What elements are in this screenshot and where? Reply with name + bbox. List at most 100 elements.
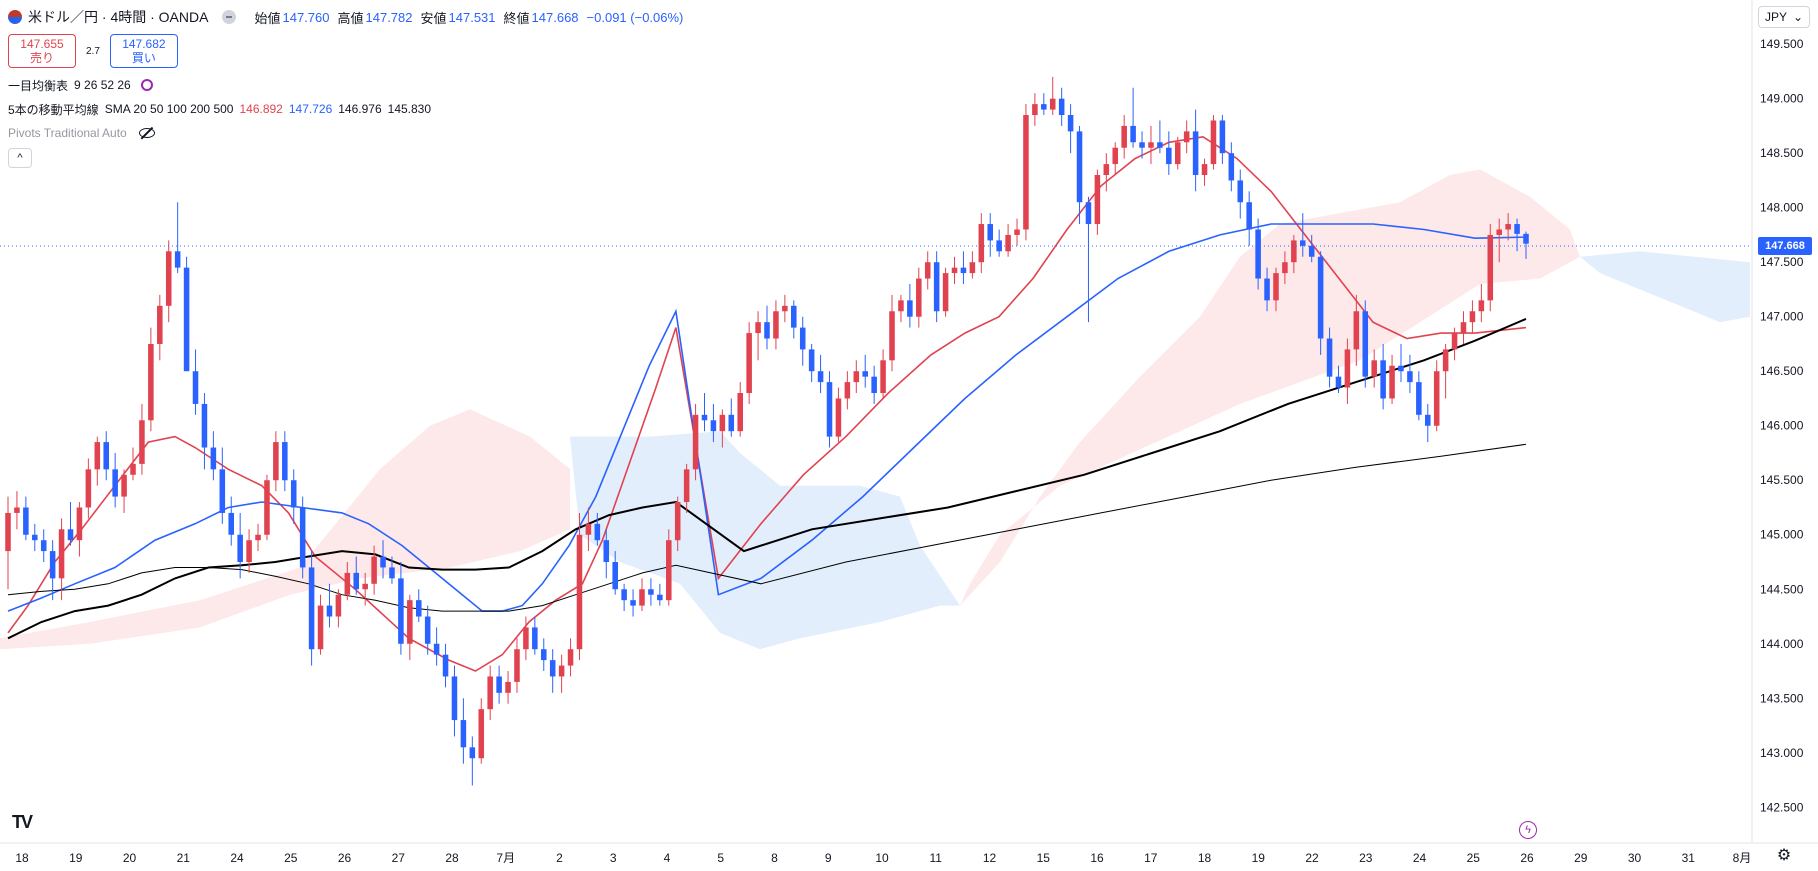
spread-value: 2.7 <box>86 45 100 57</box>
candle-body-72 <box>648 589 654 595</box>
tradingview-logo[interactable]: TV <box>12 812 33 832</box>
candle-body-57 <box>514 649 520 682</box>
time-tick-32: 8月 <box>1733 851 1752 865</box>
ichimoku-name: 一目均衡表 <box>8 78 69 93</box>
price-tick-0: 149.500 <box>1760 37 1804 51</box>
symbol-title[interactable]: 米ドル／円 · 4時間 · OANDA <box>28 9 209 25</box>
candle-body-98 <box>880 360 886 394</box>
candle-body-16 <box>148 343 154 421</box>
time-tick-12: 4 <box>664 851 671 865</box>
time-tick-1: 19 <box>69 851 83 865</box>
price-tick-3: 148.000 <box>1760 201 1804 215</box>
candle-body-111 <box>996 240 1002 252</box>
time-tick-4: 24 <box>230 851 244 865</box>
candle-body-91 <box>817 371 824 383</box>
currency-select[interactable]: JPY ⌄ <box>1758 6 1810 28</box>
candle-body-159 <box>1425 414 1431 426</box>
sma-legend[interactable]: 5本の移動平均線 SMA 20 50 100 200 500 146.892 1… <box>8 100 437 118</box>
candle-body-51 <box>460 720 467 748</box>
time-tick-27: 25 <box>1467 851 1481 865</box>
candle-body-99 <box>889 311 895 361</box>
time-axis[interactable]: 18 19 20 21 24 25 26 27 28 7月 2 3 4 5 8 9 10 11 12 15 16 17 18… <box>15 851 1751 865</box>
candle-body-140 <box>1255 229 1261 279</box>
sma20-line <box>7 135 1527 672</box>
candle-body-167 <box>1496 229 1502 235</box>
candle-body-5 <box>49 551 56 579</box>
price-axis[interactable]: 149.500 149.000 148.500 148.000 147.500 147.0… <box>1760 37 1804 814</box>
sell-button[interactable]: 147.655 売り <box>8 34 76 68</box>
price-tick-9: 145.000 <box>1760 528 1804 542</box>
candle-body-39 <box>353 572 360 590</box>
pivots-legend[interactable]: Pivots Traditional Auto <box>8 124 161 142</box>
candle-body-127 <box>1139 142 1145 148</box>
candle-body-44 <box>398 578 404 644</box>
cloud-segment-2 <box>960 169 1580 606</box>
market-status-icon[interactable] <box>222 10 237 24</box>
buy-price: 147.682 <box>122 37 166 51</box>
candle-body-47 <box>424 616 431 644</box>
chevron-down-icon: ⌄ <box>1792 10 1803 24</box>
lightning-icon[interactable]: ϟ <box>1519 821 1537 839</box>
candle-body-104 <box>933 262 940 312</box>
price-tick-14: 142.500 <box>1760 800 1804 814</box>
time-tick-13: 5 <box>717 851 724 865</box>
candle-body-124 <box>1112 147 1119 165</box>
symbol-header: 米ドル／円 · 4時間 · OANDA 始値 147.760 高値 147.78… <box>8 6 683 28</box>
time-tick-0: 18 <box>15 851 29 865</box>
candle-body-112 <box>1005 234 1011 252</box>
candle-body-133 <box>1192 131 1199 175</box>
candle-body-36 <box>326 605 333 617</box>
candle-body-153 <box>1371 360 1377 377</box>
candle-body-29 <box>264 480 270 535</box>
candle-body-60 <box>540 649 547 661</box>
candle-body-151 <box>1353 311 1360 350</box>
price-tick-4: 147.500 <box>1760 255 1804 269</box>
cloud-segment-1 <box>570 431 960 650</box>
candle-body-96 <box>862 371 868 377</box>
ichimoku-legend[interactable]: 一目均衡表 9 26 52 26 <box>8 76 159 94</box>
candle-body-38 <box>344 572 351 595</box>
change-value: −0.091 (−0.06%) <box>586 9 684 25</box>
candle-body-122 <box>1094 174 1101 225</box>
candle-body-103 <box>924 262 931 279</box>
high-label: 高値 <box>337 10 364 26</box>
sma50-line <box>7 223 1527 612</box>
candle-body-144 <box>1291 240 1297 263</box>
price-tick-1: 149.000 <box>1760 92 1804 106</box>
candle-body-156 <box>1398 365 1404 372</box>
candle-body-82 <box>737 393 743 432</box>
price-tick-13: 143.000 <box>1760 746 1804 760</box>
buy-button[interactable]: 147.682 買い <box>109 34 178 68</box>
close-value: 147.668 <box>531 9 579 25</box>
candle-body-110 <box>987 224 994 241</box>
candle-body-58 <box>523 627 529 650</box>
candle-body-90 <box>808 349 815 372</box>
candle-body-45 <box>407 600 413 644</box>
candle-body-65 <box>585 523 592 535</box>
candle-body-6 <box>58 529 65 579</box>
candle-body-131 <box>1174 142 1181 165</box>
open-value: 147.760 <box>282 9 330 25</box>
candle-body-79 <box>710 420 717 432</box>
settings-icon[interactable]: ⚙ <box>1776 847 1792 864</box>
candle-body-138 <box>1237 180 1244 203</box>
sma-params: SMA 20 50 100 200 500 <box>104 102 234 116</box>
eye-off-icon[interactable] <box>138 128 155 138</box>
candle-body-67 <box>603 540 610 562</box>
time-tick-5: 25 <box>284 851 298 865</box>
candle-body-3 <box>32 534 38 541</box>
candle-body-135 <box>1210 120 1217 165</box>
candle-body-164 <box>1469 311 1476 323</box>
collapse-legend-button[interactable]: ^ <box>8 148 32 168</box>
candle-body-31 <box>282 442 288 481</box>
price-tick-12: 143.500 <box>1760 691 1804 705</box>
candle-body-49 <box>442 654 449 677</box>
sma200-value: 145.830 <box>387 102 432 116</box>
candle-body-152 <box>1362 311 1369 377</box>
close-label: 終値 <box>503 10 530 26</box>
time-tick-30: 30 <box>1628 851 1642 865</box>
currency-label: JPY <box>1765 10 1788 24</box>
candle-body-170 <box>1523 233 1529 244</box>
candle-body-88 <box>791 305 797 328</box>
